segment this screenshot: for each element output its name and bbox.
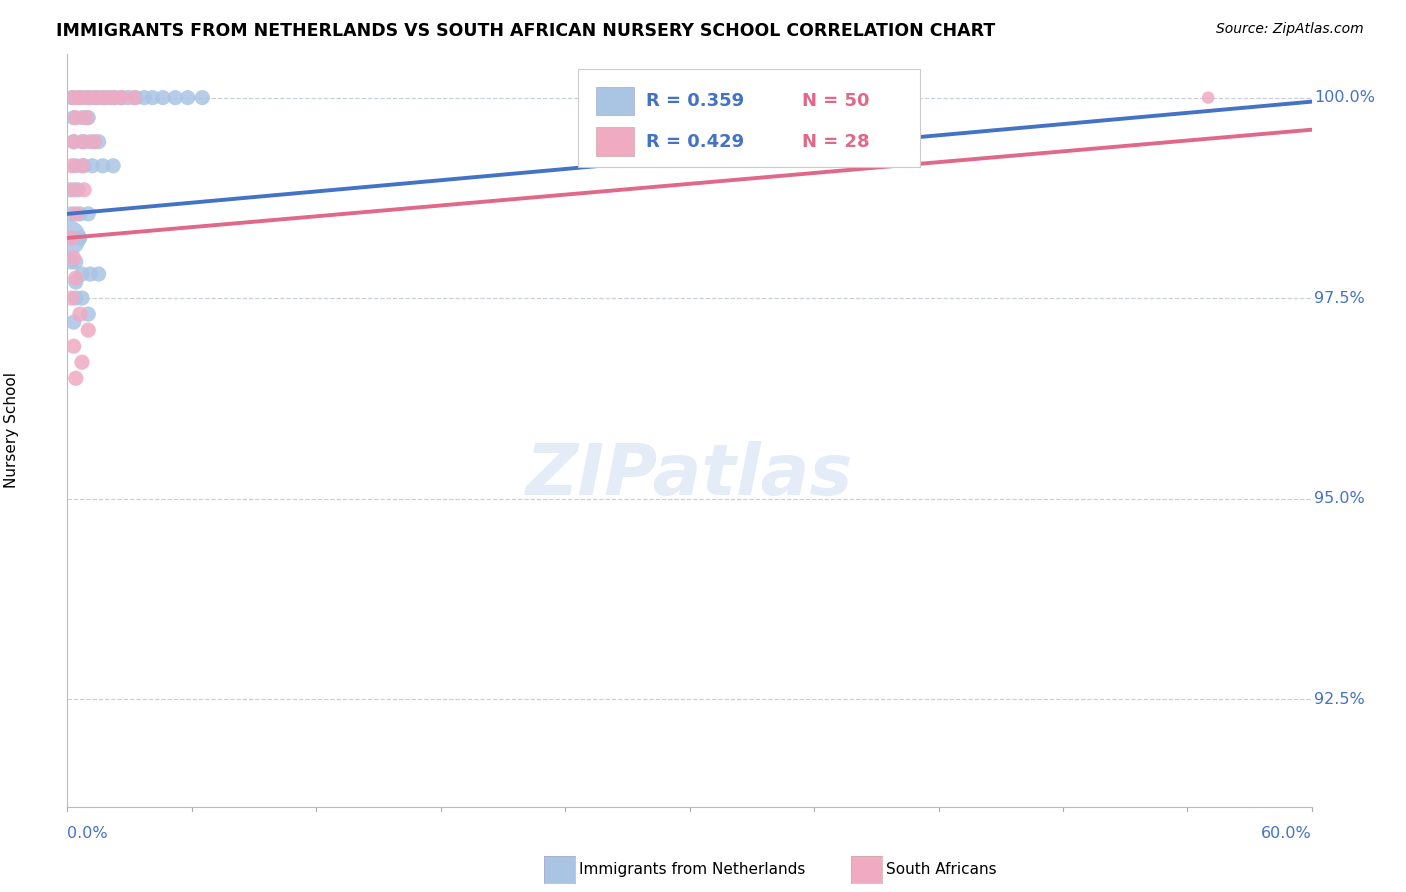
- Point: [62, 111, 84, 125]
- Point: [73, 159, 96, 173]
- Point: [70, 135, 93, 149]
- Point: [58, 183, 80, 197]
- Point: [65, 255, 87, 269]
- Point: [82, 159, 104, 173]
- Text: 95.0%: 95.0%: [1315, 491, 1365, 506]
- Point: [70, 267, 93, 281]
- Point: [70, 291, 93, 305]
- Point: [66, 90, 89, 104]
- Point: [65, 111, 87, 125]
- Point: [70, 355, 93, 369]
- Point: [69, 90, 91, 104]
- Text: Nursery School: Nursery School: [4, 372, 18, 489]
- Point: [73, 183, 96, 197]
- Point: [79, 135, 101, 149]
- Point: [62, 90, 84, 104]
- Point: [1197, 90, 1219, 104]
- Text: R = 0.429: R = 0.429: [647, 133, 744, 151]
- Point: [69, 231, 91, 245]
- Point: [94, 90, 117, 104]
- Point: [101, 159, 124, 173]
- Point: [87, 90, 110, 104]
- Point: [60, 159, 83, 173]
- Point: [122, 90, 145, 104]
- Point: [96, 90, 118, 104]
- Point: [60, 207, 83, 221]
- Point: [62, 135, 84, 149]
- Text: 97.5%: 97.5%: [1315, 291, 1365, 306]
- Text: R = 0.359: R = 0.359: [647, 92, 744, 110]
- Point: [125, 90, 148, 104]
- Point: [104, 90, 127, 104]
- Point: [60, 231, 83, 245]
- Point: [60, 231, 83, 245]
- Point: [134, 90, 156, 104]
- Point: [65, 271, 87, 285]
- Point: [165, 90, 187, 104]
- Point: [152, 90, 174, 104]
- Point: [77, 307, 100, 321]
- Text: South Africans: South Africans: [886, 863, 997, 877]
- Text: N = 28: N = 28: [801, 133, 869, 151]
- Point: [87, 267, 110, 281]
- Point: [87, 135, 110, 149]
- Text: 92.5%: 92.5%: [1315, 691, 1365, 706]
- Point: [70, 90, 93, 104]
- Point: [62, 315, 84, 329]
- Point: [86, 90, 108, 104]
- Point: [69, 307, 91, 321]
- Point: [65, 159, 87, 173]
- Text: 100.0%: 100.0%: [1315, 90, 1375, 105]
- Point: [77, 90, 100, 104]
- Point: [101, 90, 124, 104]
- Point: [60, 291, 83, 305]
- Point: [117, 90, 139, 104]
- Point: [62, 183, 84, 197]
- Text: N = 50: N = 50: [801, 92, 869, 110]
- FancyBboxPatch shape: [578, 69, 920, 167]
- Text: ZIPatlas: ZIPatlas: [526, 442, 853, 510]
- Text: IMMIGRANTS FROM NETHERLANDS VS SOUTH AFRICAN NURSERY SCHOOL CORRELATION CHART: IMMIGRANTS FROM NETHERLANDS VS SOUTH AFR…: [56, 22, 995, 40]
- Point: [60, 255, 83, 269]
- Point: [110, 90, 132, 104]
- Point: [177, 90, 200, 104]
- Point: [73, 135, 96, 149]
- Point: [77, 207, 100, 221]
- Point: [56, 231, 79, 245]
- Point: [65, 275, 87, 289]
- Point: [70, 159, 93, 173]
- Text: 60.0%: 60.0%: [1261, 826, 1312, 841]
- Point: [65, 207, 87, 221]
- Point: [70, 111, 93, 125]
- Point: [91, 90, 114, 104]
- Point: [69, 207, 91, 221]
- Point: [75, 111, 97, 125]
- Point: [141, 90, 163, 104]
- Point: [83, 135, 105, 149]
- Point: [83, 90, 105, 104]
- Point: [91, 159, 114, 173]
- Point: [191, 90, 214, 104]
- Point: [62, 339, 84, 353]
- FancyBboxPatch shape: [596, 128, 634, 156]
- Point: [77, 111, 100, 125]
- Text: Immigrants from Netherlands: Immigrants from Netherlands: [579, 863, 806, 877]
- Point: [110, 90, 132, 104]
- Point: [66, 183, 89, 197]
- Point: [79, 267, 101, 281]
- Point: [79, 90, 101, 104]
- Point: [75, 90, 97, 104]
- Point: [62, 251, 84, 265]
- Point: [62, 135, 84, 149]
- Text: Source: ZipAtlas.com: Source: ZipAtlas.com: [1216, 22, 1364, 37]
- Point: [65, 291, 87, 305]
- FancyBboxPatch shape: [596, 87, 634, 115]
- Point: [60, 90, 83, 104]
- Point: [100, 90, 122, 104]
- Point: [77, 323, 100, 337]
- Point: [65, 371, 87, 385]
- Text: 0.0%: 0.0%: [67, 826, 108, 841]
